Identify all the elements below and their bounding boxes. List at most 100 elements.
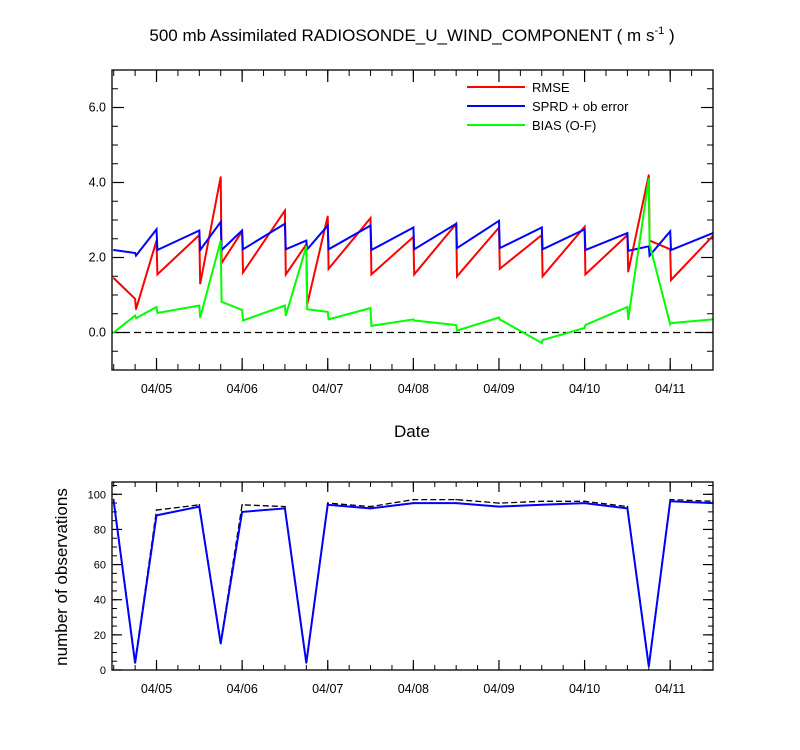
data-point-bias-o-f <box>584 324 587 326</box>
data-point-sprd-ob-error <box>370 249 373 251</box>
data-point-sprd-ob-error <box>584 249 587 251</box>
data-point-bias-o-f <box>627 318 630 321</box>
bottom-panel: 04/05 04/06 04/07 04/08 04/09 04/10 04/11 0 20 40… <box>88 481 714 696</box>
plot-frame <box>111 69 714 371</box>
data-point-sprd-ob-error <box>413 248 416 251</box>
data-point-bias-o-f <box>412 318 415 321</box>
data-point-rmse <box>456 275 458 278</box>
data-point-observations-assimilated <box>284 507 286 510</box>
data-point-observations-assimilated <box>198 505 201 508</box>
data-point-rmse <box>584 273 587 276</box>
data-point-rmse <box>499 267 501 270</box>
data-point-sprd-ob-error <box>199 249 201 251</box>
data-point-bias-o-f <box>305 245 308 248</box>
data-point-observations-possible <box>412 498 415 501</box>
y-tick-label: 80 <box>94 524 106 536</box>
data-point-observations-assimilated <box>326 504 329 506</box>
data-point-rmse <box>135 308 137 311</box>
data-point-bias-o-f <box>327 318 330 321</box>
x-tick-label: 04/05 <box>141 682 172 696</box>
data-point-bias-o-f <box>220 300 223 303</box>
data-point-rmse <box>199 282 201 285</box>
data-point-sprd-ob-error <box>498 219 500 222</box>
data-point-observations-assimilated <box>540 504 543 506</box>
data-point-bias-o-f <box>541 339 544 341</box>
x-tick-label: 04/07 <box>312 682 343 696</box>
x-tick-label: 04/11 <box>655 682 685 696</box>
series-line-bias-o-f <box>113 178 714 345</box>
x-tick-label: 04/08 <box>398 682 429 696</box>
data-point-observations-possible <box>326 502 329 504</box>
data-point-observations-assimilated <box>455 502 457 504</box>
data-point-sprd-ob-error <box>369 224 372 227</box>
y-axis-title-observations: number of observations <box>52 488 71 666</box>
data-point-bias-o-f <box>306 308 308 311</box>
data-point-bias-o-f <box>455 324 457 326</box>
data-point-bias-o-f <box>219 239 222 242</box>
data-point-sprd-ob-error <box>327 248 330 251</box>
data-point-sprd-ob-error <box>112 249 115 251</box>
x-tick-label: 04/08 <box>398 382 429 396</box>
data-point-observations-possible <box>669 498 671 501</box>
data-point-observations-assimilated <box>305 662 308 664</box>
chart-title: 500 mb Assimilated RADIOSONDE_U_WIND_COM… <box>149 25 674 45</box>
series-line-sprd-ob-error <box>113 218 714 259</box>
data-point-sprd-ob-error <box>541 248 544 251</box>
data-point-bias-o-f <box>413 319 416 322</box>
data-point-bias-o-f <box>112 331 115 334</box>
data-point-bias-o-f <box>156 312 159 314</box>
data-point-sprd-ob-error <box>305 239 308 242</box>
data-point-sprd-ob-error <box>670 249 672 251</box>
data-point-sprd-ob-error <box>669 230 671 233</box>
data-point-observations-possible <box>540 500 543 503</box>
data-point-sprd-ob-error <box>326 224 329 227</box>
x-tick-label: 04/06 <box>226 382 257 396</box>
data-point-rmse <box>413 273 416 276</box>
data-point-sprd-ob-error <box>241 229 243 232</box>
data-point-bias-o-f <box>242 319 244 322</box>
data-point-rmse <box>647 174 650 176</box>
data-point-bias-o-f <box>669 323 671 326</box>
data-point-rmse <box>326 215 329 218</box>
data-point-sprd-ob-error <box>156 249 159 251</box>
y-tick-label: 40 <box>94 595 106 607</box>
top-panel: 04/05 04/06 04/07 04/08 04/09 04/10 04/11 0.0 2.… <box>89 69 714 396</box>
data-point-sprd-ob-error <box>134 252 136 254</box>
data-point-observations-assimilated <box>647 665 650 668</box>
data-point-rmse <box>541 275 544 278</box>
x-tick-label: 04/05 <box>141 382 172 396</box>
data-point-rmse <box>284 273 287 276</box>
data-point-bias-o-f <box>135 317 137 320</box>
x-tick-label: 04/10 <box>569 682 600 696</box>
data-point-observations-possible <box>155 509 158 511</box>
x-tick-label: 04/06 <box>226 682 257 696</box>
data-point-observations-assimilated <box>155 514 158 517</box>
data-point-sprd-ob-error <box>455 222 457 225</box>
legend-label-bias: BIAS (O-F) <box>532 118 596 133</box>
x-tick-label: 04/09 <box>483 682 514 696</box>
data-point-observations-possible <box>455 498 457 501</box>
data-point-rmse <box>134 297 136 300</box>
data-point-observations-assimilated <box>241 511 243 513</box>
y-tick-label: 0 <box>100 665 106 677</box>
data-point-bias-o-f <box>583 327 586 329</box>
data-point-rmse <box>670 279 672 281</box>
data-point-rmse <box>369 217 372 219</box>
data-point-bias-o-f <box>198 304 201 307</box>
y-tick-label: 20 <box>94 630 106 642</box>
data-point-bias-o-f <box>499 318 501 321</box>
data-point-bias-o-f <box>155 306 158 308</box>
data-point-observations-assimilated <box>134 662 136 664</box>
data-point-observations-assimilated <box>498 505 500 508</box>
data-point-bias-o-f <box>369 307 372 309</box>
x-tick-label: 04/10 <box>569 382 600 396</box>
data-point-observations-possible <box>112 498 115 501</box>
data-point-bias-o-f <box>456 329 458 332</box>
data-point-rmse <box>583 225 586 228</box>
y-tick-label: 2.0 <box>89 251 106 265</box>
data-point-bias-o-f <box>284 304 286 307</box>
data-point-bias-o-f <box>648 243 651 246</box>
series-line-observations-possible <box>113 498 714 665</box>
series-line-observations-assimilated <box>112 500 714 667</box>
